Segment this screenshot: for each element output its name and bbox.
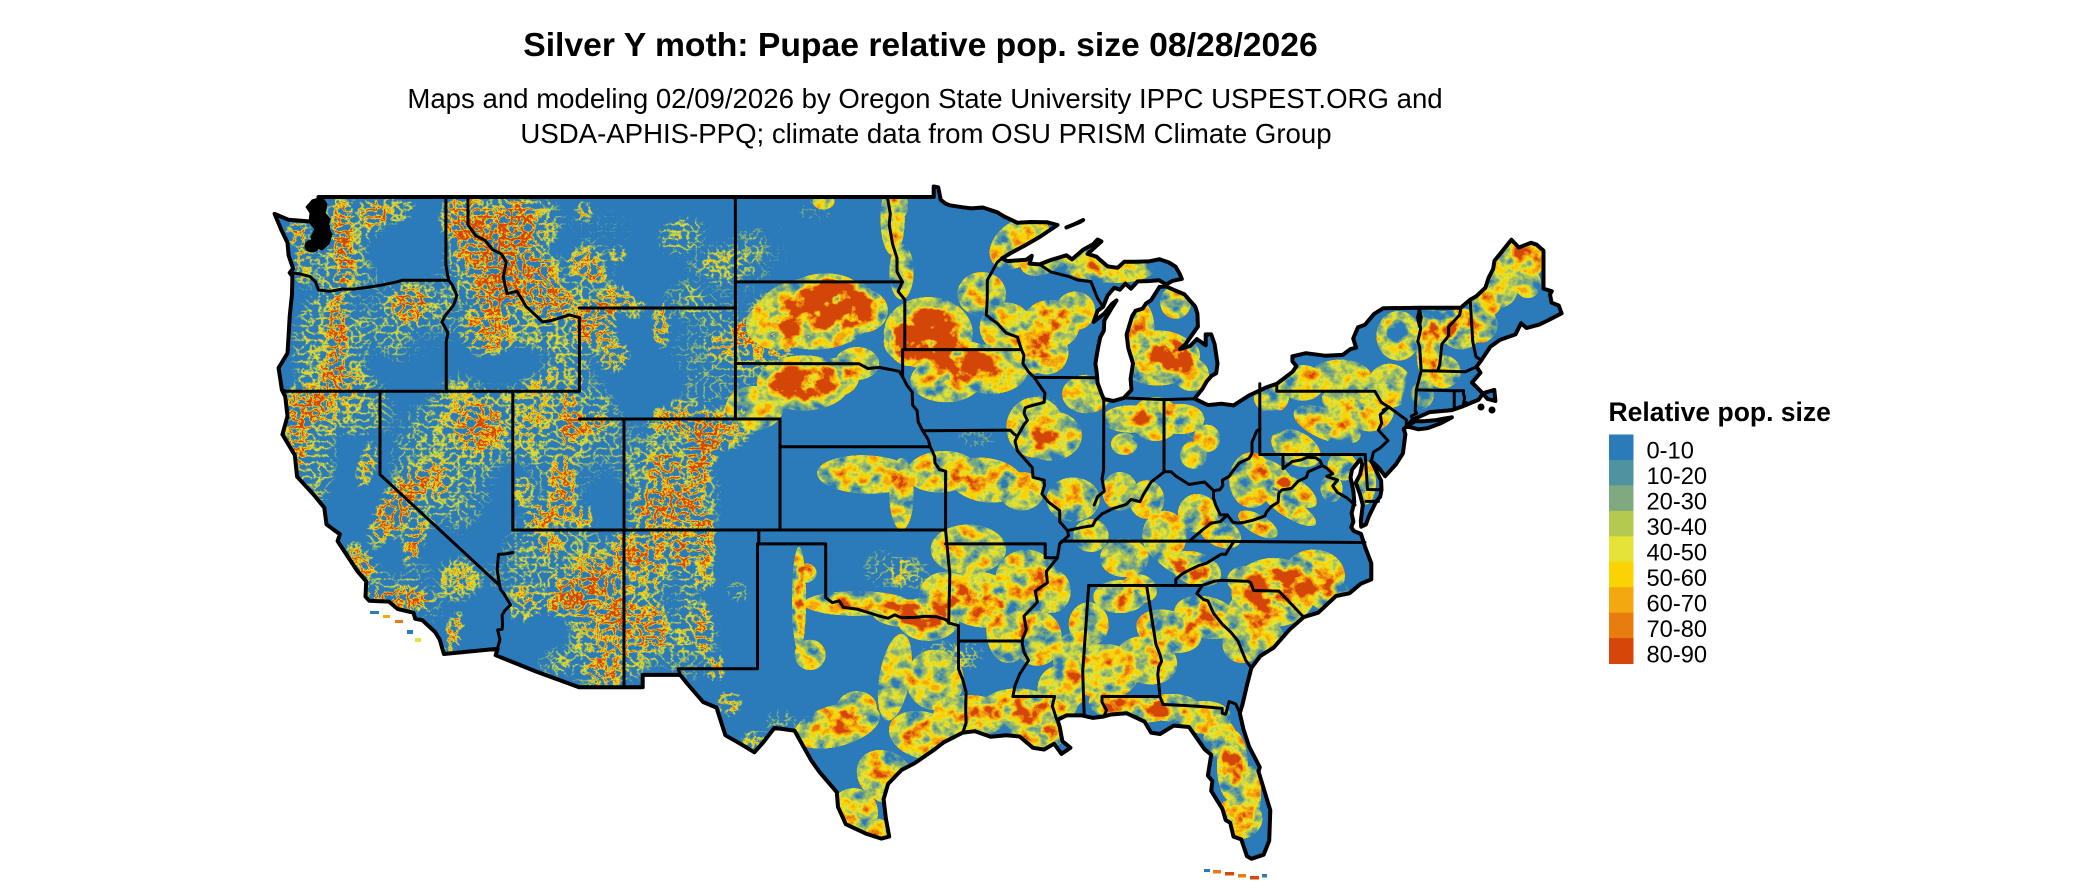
svg-text:Relative pop. size: Relative pop. size: [1609, 397, 1831, 427]
svg-text:30-40: 30-40: [1647, 515, 1708, 541]
svg-text:Silver Y moth: Pupae relative: Silver Y moth: Pupae relative pop. size …: [523, 26, 1318, 64]
svg-text:70-80: 70-80: [1647, 617, 1708, 643]
svg-text:10-20: 10-20: [1647, 464, 1708, 490]
svg-text:60-70: 60-70: [1647, 591, 1708, 617]
svg-text:USDA-APHIS-PPQ; climate data f: USDA-APHIS-PPQ; climate data from OSU PR…: [520, 118, 1331, 149]
svg-text:0-10: 0-10: [1647, 439, 1694, 465]
svg-text:40-50: 40-50: [1647, 541, 1708, 567]
svg-text:Maps and modeling 02/09/2026 b: Maps and modeling 02/09/2026 by Oregon S…: [407, 83, 1442, 114]
svg-text:20-30: 20-30: [1647, 490, 1708, 516]
svg-text:50-60: 50-60: [1647, 566, 1708, 592]
svg-text:80-90: 80-90: [1647, 642, 1708, 668]
